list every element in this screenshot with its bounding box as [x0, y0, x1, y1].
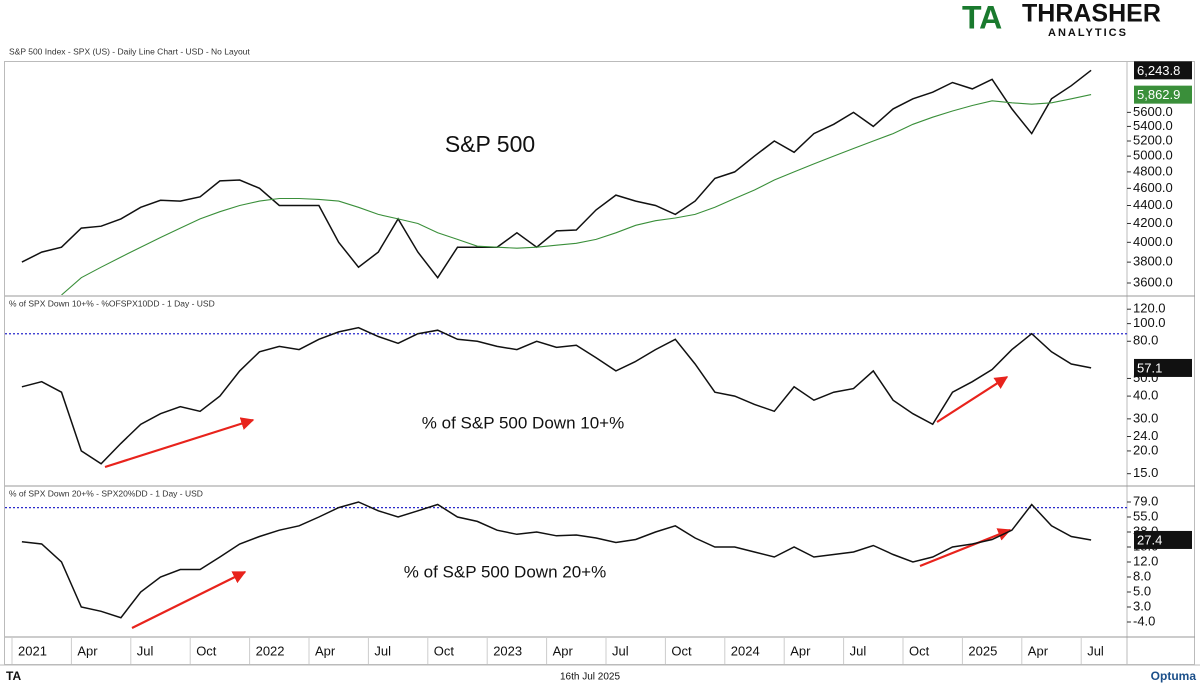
last-value-label: 6,243.8 [1137, 63, 1180, 78]
x-tick-label: Jul [1087, 643, 1104, 658]
last-value-box [1134, 61, 1192, 80]
y-tick-label: 80.0 [1133, 333, 1158, 348]
logo-mark: TA [962, 0, 1002, 35]
last-value-box [1134, 530, 1192, 549]
x-tick-label: Oct [196, 643, 217, 658]
series-line [21, 501, 1092, 619]
x-tick-label: 2023 [493, 643, 522, 658]
annotation-arrows [104, 376, 1012, 629]
logo-sub: ANALYTICS [1048, 27, 1128, 39]
arrow [919, 528, 1012, 568]
x-tick-label: 2022 [256, 643, 285, 658]
y-tick-label: 40.0 [1133, 388, 1158, 403]
last-value-label: 57.1 [1137, 360, 1162, 375]
y-tick-label: 55.0 [1133, 508, 1158, 523]
y-tick-label: 12.0 [1133, 553, 1158, 568]
x-tick-label: Jul [137, 643, 154, 658]
footer-date: 16th Jul 2025 [560, 672, 620, 683]
y-tick-label: 8.0 [1133, 568, 1151, 583]
panel-header: S&P 500 Index - SPX (US) - Daily Line Ch… [9, 46, 250, 56]
x-tick-label: Jul [374, 643, 391, 658]
x-tick-label: Apr [790, 643, 811, 658]
last-value-box [1134, 358, 1192, 377]
footer-logo: TA [6, 669, 21, 683]
x-tick-label: 2021 [18, 643, 47, 658]
y-tick-label: 5600.0 [1133, 104, 1173, 119]
panel-annotation: S&P 500 [445, 131, 535, 157]
y-tick-label: 120.0 [1133, 301, 1166, 316]
y-tick-label: 79.0 [1133, 493, 1158, 508]
last-value-label: 5,862.9 [1137, 87, 1180, 102]
last-value-label: 27.4 [1137, 532, 1162, 547]
y-tick-label: 4200.0 [1133, 215, 1173, 230]
y-tick-label: 4000.0 [1133, 234, 1173, 249]
y-tick-label: 3600.0 [1133, 274, 1173, 289]
x-tick-label: Oct [671, 643, 692, 658]
x-tick-label: Apr [315, 643, 336, 658]
y-tick-label: 5.0 [1133, 583, 1151, 598]
y-tick-label: -4.0 [1133, 613, 1155, 628]
y-tick-label: 4800.0 [1133, 163, 1173, 178]
y-tick-label: 15.0 [1133, 465, 1158, 480]
series-line [61, 94, 1092, 295]
last-value-box [1134, 85, 1192, 104]
x-tick-label: Oct [909, 643, 930, 658]
x-tick-label: 2025 [968, 643, 997, 658]
x-tick-label: Jul [612, 643, 629, 658]
x-tick-label: 2024 [731, 643, 760, 658]
panel-annotation: % of S&P 500 Down 10+% [422, 413, 624, 432]
x-tick-label: Apr [553, 643, 574, 658]
x-tick-label: Apr [77, 643, 98, 658]
panel-annotation: % of S&P 500 Down 20+% [404, 562, 606, 581]
y-tick-label: 5000.0 [1133, 148, 1173, 163]
y-tick-label: 24.0 [1133, 428, 1158, 443]
arrow [104, 417, 255, 469]
logo-name: THRASHER [1022, 0, 1161, 28]
y-tick-label: 5200.0 [1133, 132, 1173, 147]
y-tick-label: 100.0 [1133, 315, 1166, 330]
y-tick-label: 3800.0 [1133, 254, 1173, 269]
x-tick-label: Jul [850, 643, 867, 658]
y-tick-label: 4400.0 [1133, 197, 1173, 212]
panel-header: % of SPX Down 20+% - SPX20%DD - 1 Day - … [9, 488, 203, 498]
y-tick-label: 4600.0 [1133, 180, 1173, 195]
series-line [21, 326, 1092, 465]
panel-header: % of SPX Down 10+% - %OFSPX10DD - 1 Day … [9, 298, 215, 308]
series-line [21, 69, 1092, 279]
y-tick-label: 20.0 [1133, 442, 1158, 457]
footer-brand: Optuma [1151, 669, 1197, 683]
arrow [131, 571, 247, 629]
y-tick-label: 3.0 [1133, 598, 1151, 613]
y-tick-label: 5400.0 [1133, 118, 1173, 133]
x-tick-label: Oct [434, 643, 455, 658]
y-tick-label: 30.0 [1133, 410, 1158, 425]
x-tick-label: Apr [1028, 643, 1049, 658]
arrow [936, 376, 1009, 423]
